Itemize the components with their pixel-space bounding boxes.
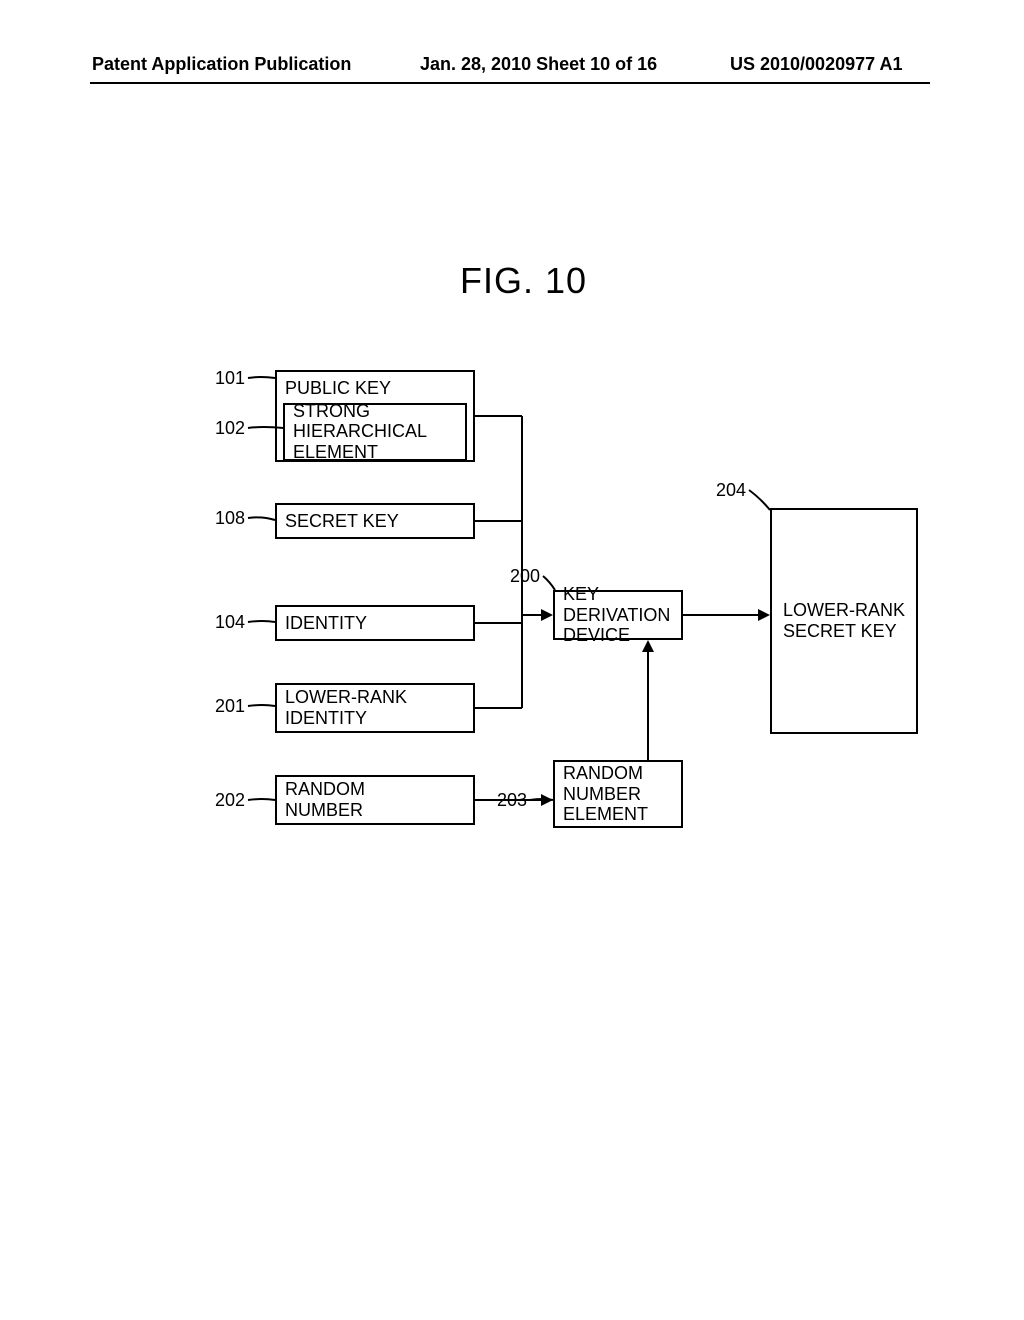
ref-202: 202	[215, 790, 245, 811]
ref-102: 102	[215, 418, 245, 439]
random-number-box: RANDOM NUMBER	[275, 775, 475, 825]
strong-hierarchical-element-box: STRONG HIERARCHICAL ELEMENT	[283, 403, 467, 461]
strong-hierarchical-element-label: STRONG HIERARCHICAL ELEMENT	[293, 401, 427, 463]
lower-rank-secret-key-box: LOWER-RANK SECRET KEY	[770, 508, 918, 734]
identity-box: IDENTITY	[275, 605, 475, 641]
public-key-box: PUBLIC KEY STRONG HIERARCHICAL ELEMENT	[275, 370, 475, 462]
header-right: US 2010/0020977 A1	[730, 54, 902, 75]
header-center: Jan. 28, 2010 Sheet 10 of 16	[420, 54, 657, 75]
header-rule	[90, 82, 930, 84]
random-number-element-box: RANDOM NUMBER ELEMENT	[553, 760, 683, 828]
page: Patent Application Publication Jan. 28, …	[0, 0, 1024, 1320]
page-header: Patent Application Publication Jan. 28, …	[0, 54, 1024, 84]
ref-203: 203	[497, 790, 527, 811]
key-derivation-device-box: KEY DERIVATION DEVICE	[553, 590, 683, 640]
random-number-label: RANDOM NUMBER	[285, 779, 365, 820]
key-derivation-device-label: KEY DERIVATION DEVICE	[563, 584, 673, 646]
ref-101: 101	[215, 368, 245, 389]
public-key-label: PUBLIC KEY	[283, 376, 467, 401]
lower-rank-identity-box: LOWER-RANK IDENTITY	[275, 683, 475, 733]
lower-rank-secret-key-label: LOWER-RANK SECRET KEY	[783, 600, 905, 641]
random-number-element-label: RANDOM NUMBER ELEMENT	[563, 763, 648, 825]
identity-label: IDENTITY	[285, 613, 367, 634]
figure-title: FIG. 10	[460, 260, 587, 302]
ref-200: 200	[510, 566, 540, 587]
ref-108: 108	[215, 508, 245, 529]
ref-104: 104	[215, 612, 245, 633]
lower-rank-identity-label: LOWER-RANK IDENTITY	[285, 687, 407, 728]
ref-204: 204	[716, 480, 746, 501]
secret-key-label: SECRET KEY	[285, 511, 399, 532]
secret-key-box: SECRET KEY	[275, 503, 475, 539]
ref-201: 201	[215, 696, 245, 717]
header-left: Patent Application Publication	[92, 54, 351, 75]
